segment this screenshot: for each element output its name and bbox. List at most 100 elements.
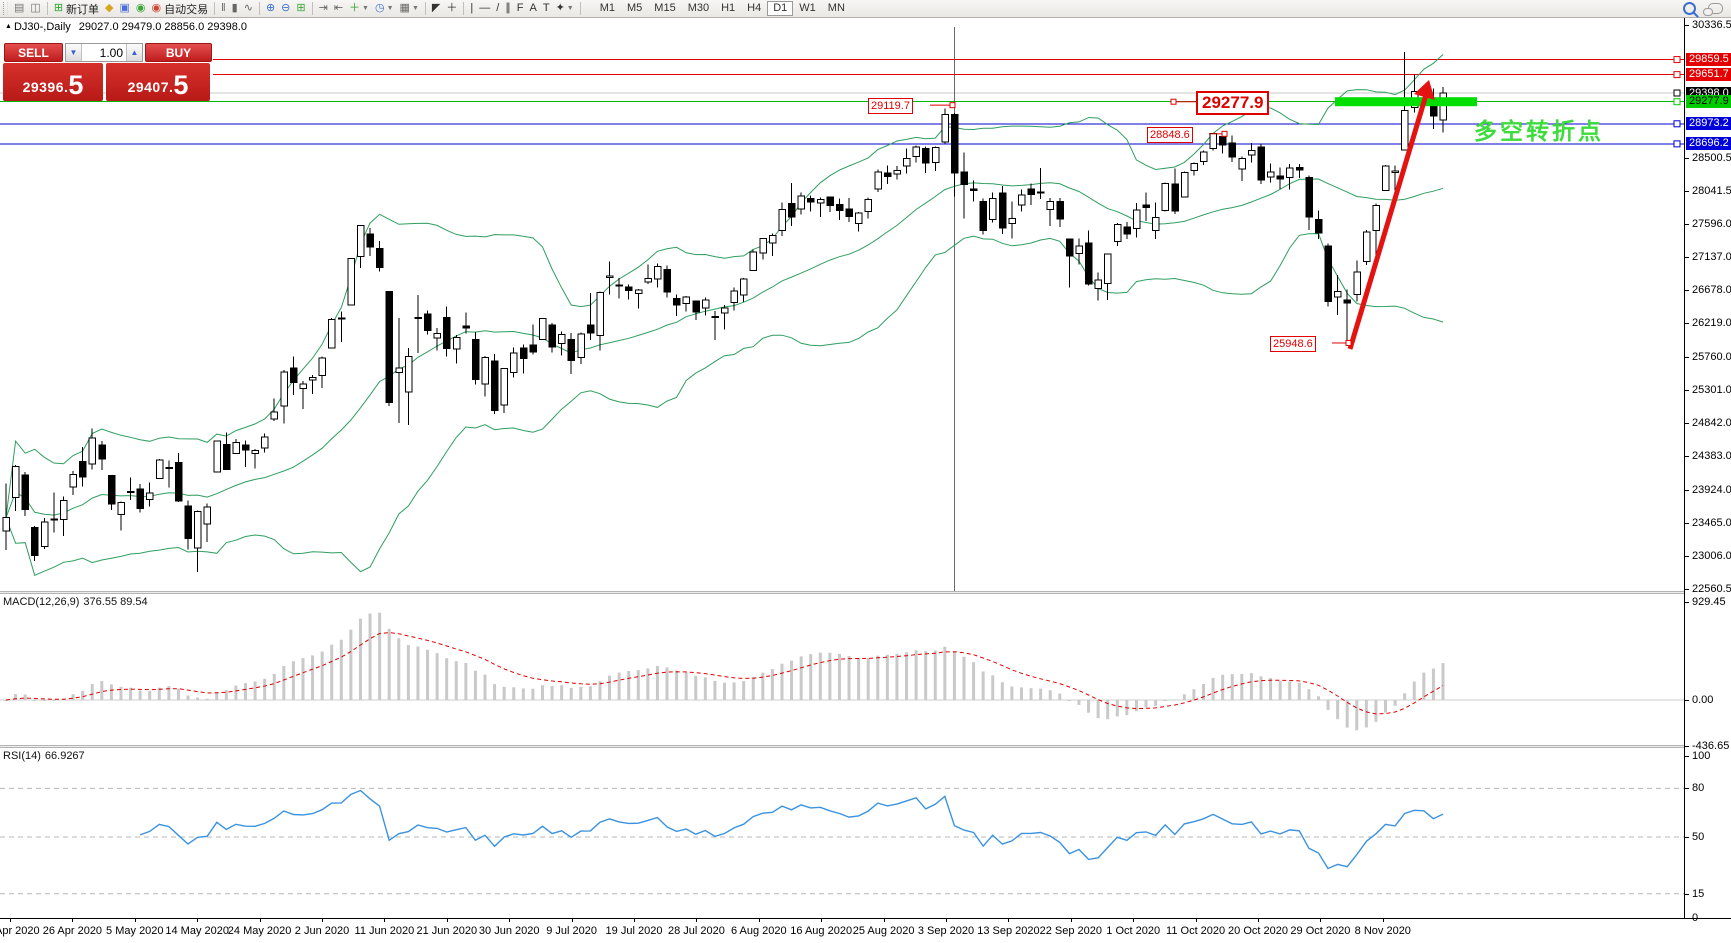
main-chart-canvas[interactable] bbox=[0, 17, 1731, 591]
volume-increase-button[interactable]: ▲ bbox=[126, 44, 142, 61]
axis-tick-mark bbox=[1685, 700, 1689, 701]
price-annotation-25948-6[interactable]: 25948.6 bbox=[1270, 335, 1316, 352]
axis-tick-mark bbox=[1685, 389, 1689, 391]
time-axis-tick bbox=[1070, 919, 1072, 922]
crosshair-icon[interactable]: ＋ bbox=[443, 1, 460, 16]
chart-shift-icon[interactable]: ⇤ bbox=[331, 1, 346, 16]
price-axis-label: 25301.0 bbox=[1692, 383, 1731, 396]
price-line-tag-29859-5[interactable]: 29859.5 bbox=[1686, 53, 1731, 67]
indicators-icon: ＋ bbox=[349, 2, 361, 14]
price-annotation-29277-9[interactable]: 29277.9 bbox=[1196, 91, 1270, 115]
price-annotation-28848-6[interactable]: 28848.6 bbox=[1147, 126, 1193, 143]
fibonacci-icon[interactable]: F bbox=[514, 1, 527, 16]
axis-tick-mark bbox=[1685, 191, 1689, 193]
deposit-icon[interactable]: ◆ bbox=[102, 1, 116, 16]
horizontal-line-icon[interactable]: — bbox=[476, 1, 493, 16]
axis-tick-mark bbox=[1685, 556, 1689, 558]
price-annotation-29119-7[interactable]: 29119.7 bbox=[868, 98, 913, 115]
templates-icon[interactable]: ▦ ▼ bbox=[397, 1, 422, 16]
toolbar-separator bbox=[463, 2, 465, 15]
axis-tick-mark bbox=[1685, 746, 1689, 748]
indicators-icon[interactable]: ＋ ▼ bbox=[346, 1, 372, 16]
equidistant-channel-icon[interactable]: ∥ bbox=[502, 1, 514, 16]
panel-separator[interactable] bbox=[0, 745, 1731, 748]
timeframe-button-h1[interactable]: H1 bbox=[721, 2, 736, 14]
timeframe-button-m15[interactable]: M15 bbox=[654, 2, 676, 14]
buy-button[interactable]: BUY bbox=[145, 43, 212, 62]
toolbar-grip bbox=[3, 2, 8, 15]
timeframe-button-m30[interactable]: M30 bbox=[687, 2, 710, 14]
timeframe-button-w1[interactable]: W1 bbox=[799, 2, 816, 14]
one-click-trading-panel: SELL ▼ ▲ BUY 29396.5 29407.5 bbox=[0, 17, 216, 101]
timeframe-button-m1[interactable]: M1 bbox=[599, 2, 616, 14]
agent-icon[interactable]: ▣ bbox=[117, 1, 133, 16]
price-line-tag-29277-9[interactable]: 29277.9 bbox=[1686, 95, 1731, 109]
timeframe-button-m5[interactable]: M5 bbox=[627, 2, 643, 14]
chart-window[interactable]: ▲ DJ30-,Daily 29027.0 29479.0 28856.0 2939… bbox=[0, 17, 1731, 591]
ask-price-box[interactable]: 29407. 5 bbox=[106, 63, 210, 101]
axis-tick-mark bbox=[1685, 756, 1689, 757]
chinese-text-annotation[interactable]: 多空转折点 bbox=[1474, 119, 1604, 145]
volume-stepper[interactable]: ▼ ▲ bbox=[65, 43, 143, 62]
vertical-line-icon[interactable]: | bbox=[467, 1, 476, 16]
timeframe-button-h4[interactable]: H4 bbox=[747, 2, 762, 14]
zoom-out-icon: ⊖ bbox=[281, 2, 291, 14]
cursor-icon[interactable]: ◤ bbox=[429, 1, 443, 16]
auto-scroll-icon: ⇥ bbox=[318, 2, 328, 14]
candlestick-chart-icon[interactable]: ▮ bbox=[229, 1, 241, 16]
macd-subwindow[interactable]: MACD(12,26,9) 376.55 89.54 bbox=[0, 594, 1731, 745]
periods-icon: ◷ bbox=[374, 2, 385, 14]
new-order-button[interactable]: ⊞ 新订单 bbox=[51, 1, 102, 16]
sell-button[interactable]: SELL bbox=[4, 43, 63, 62]
price-line-tag-28696-2[interactable]: 28696.2 bbox=[1686, 137, 1731, 151]
ohlc-readout: 29027.0 29479.0 28856.0 29398.0 bbox=[78, 21, 248, 33]
line-chart-icon[interactable]: ∿ bbox=[241, 1, 256, 16]
auto-trading-button[interactable]: ◉ 自动交易 bbox=[149, 1, 212, 16]
macd-values: 376.55 89.54 bbox=[83, 596, 148, 608]
trendline-icon[interactable]: / bbox=[493, 1, 502, 16]
search-icon[interactable] bbox=[1683, 2, 1696, 15]
timeframe-button-mn[interactable]: MN bbox=[827, 2, 845, 14]
price-line-tag-28973-2[interactable]: 28973.2 bbox=[1686, 117, 1731, 131]
volume-input[interactable] bbox=[82, 44, 126, 61]
price-axis-label: 26678.0 bbox=[1692, 284, 1731, 297]
chevron-down-icon: ▼ bbox=[386, 5, 394, 12]
bid-price-box[interactable]: 29396. 5 bbox=[3, 63, 103, 101]
chevron-down-icon: ▼ bbox=[566, 5, 574, 12]
line-chart-icon: ∿ bbox=[243, 2, 253, 14]
volume-decrease-button[interactable]: ▼ bbox=[66, 44, 82, 61]
price-line-tag-29651-7[interactable]: 29651.7 bbox=[1686, 68, 1731, 82]
ask-price-big-digit: 5 bbox=[173, 70, 189, 100]
chart-profiles-icon[interactable]: ◫ bbox=[27, 1, 43, 16]
time-axis-tick bbox=[1382, 919, 1384, 922]
bar-chart-icon[interactable]: ǁ bbox=[218, 1, 229, 16]
panel-separator[interactable] bbox=[0, 591, 1731, 594]
zoom-out-icon[interactable]: ⊖ bbox=[278, 1, 293, 16]
time-axis-tick bbox=[72, 919, 74, 922]
price-axis-label: 22560.5 bbox=[1692, 582, 1731, 595]
chart-title: ▲ DJ30-,Daily 29027.0 29479.0 28856.0 2939… bbox=[5, 21, 247, 33]
new-chart-icon[interactable]: ▤ bbox=[11, 1, 27, 16]
axis-tick-mark bbox=[1685, 893, 1689, 895]
time-axis-tick bbox=[1008, 919, 1010, 922]
arrows-icon[interactable]: ✦ ▼ bbox=[553, 1, 577, 16]
price-axis-label: 23924.0 bbox=[1692, 483, 1731, 496]
price-axis[interactable]: 30336.5 28500.5 28041.5 27596.0 27137.0 26678… bbox=[1684, 17, 1731, 924]
label-icon[interactable]: T bbox=[540, 1, 553, 16]
rsi-canvas bbox=[0, 787, 1684, 895]
timeframe-button-d1[interactable]: D1 bbox=[767, 1, 794, 16]
auto-scroll-icon[interactable]: ⇥ bbox=[316, 1, 331, 16]
axis-tick-mark bbox=[1685, 602, 1689, 604]
zoom-in-icon[interactable]: ⊕ bbox=[263, 1, 278, 16]
text-icon[interactable]: A bbox=[527, 1, 540, 16]
time-axis-label: 14 May 2020 bbox=[165, 925, 229, 937]
toolbar-separator bbox=[424, 2, 426, 15]
fibonacci-icon: F bbox=[516, 2, 524, 14]
tile-windows-icon[interactable]: ⊞ bbox=[293, 1, 308, 16]
periods-icon[interactable]: ◷ ▼ bbox=[372, 1, 397, 16]
rsi-subwindow[interactable]: RSI(14) 66.9267 bbox=[0, 748, 1731, 918]
chat-icon[interactable] bbox=[1703, 3, 1723, 16]
news-icon[interactable]: ◉ bbox=[133, 1, 149, 16]
